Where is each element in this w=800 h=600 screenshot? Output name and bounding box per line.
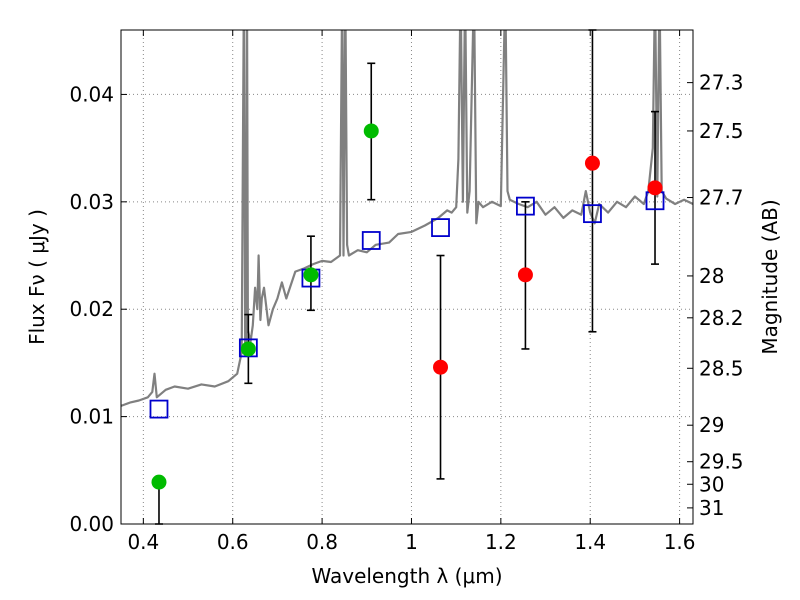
nondetection-point bbox=[517, 267, 533, 283]
detection-point bbox=[363, 123, 379, 139]
right-tick-label: 30 bbox=[699, 472, 724, 496]
markers bbox=[149, 123, 665, 490]
right-tick-label: 28.5 bbox=[699, 356, 744, 380]
y-tick-label: 0.02 bbox=[69, 297, 114, 321]
right-axis-label: Magnitude (AB) bbox=[758, 199, 782, 354]
right-tick-label: 28.2 bbox=[699, 306, 744, 330]
y-tick-label: 0.01 bbox=[69, 405, 114, 429]
x-tick-label: 0.6 bbox=[217, 530, 249, 554]
y-tick-label: 0.03 bbox=[69, 190, 114, 214]
x-tick-label: 0.8 bbox=[306, 530, 338, 554]
y-axis-label: Flux Fν ( μJy ) bbox=[25, 209, 49, 345]
nondetection-point bbox=[433, 359, 449, 375]
x-tick-label: 0.4 bbox=[127, 530, 159, 554]
right-tick-label: 28 bbox=[699, 264, 724, 288]
x-tick-label: 1.2 bbox=[485, 530, 517, 554]
nondetection-point bbox=[647, 180, 663, 196]
nondetection-point bbox=[584, 155, 600, 171]
y-tick-label: 0.04 bbox=[69, 82, 114, 106]
x-axis-label: Wavelength λ (μm) bbox=[311, 564, 502, 588]
ticks: 0.4 0.6 0.8 1 1.2 1.4 1.6 0.00 0.01 0.02 0.03 0.04 2… bbox=[69, 30, 744, 554]
right-tick-label: 29.5 bbox=[699, 450, 744, 474]
y-tick-label: 0.00 bbox=[69, 512, 114, 536]
right-tick-label: 31 bbox=[699, 496, 724, 520]
right-tick-label: 27.7 bbox=[699, 186, 744, 210]
detection-point bbox=[151, 474, 167, 490]
right-tick-label: 27.3 bbox=[699, 71, 744, 95]
x-tick-label: 1.6 bbox=[664, 530, 696, 554]
model-point bbox=[149, 399, 169, 419]
model-point bbox=[583, 204, 602, 224]
detection-point bbox=[303, 267, 319, 283]
right-tick-label: 27.5 bbox=[699, 119, 744, 143]
model-point bbox=[431, 218, 450, 238]
model-point bbox=[516, 196, 535, 216]
x-tick-label: 1 bbox=[405, 530, 418, 554]
x-tick-label: 1.4 bbox=[574, 530, 606, 554]
detection-point bbox=[240, 341, 256, 357]
model-point bbox=[361, 231, 381, 250]
right-tick-label: 29 bbox=[699, 413, 724, 437]
plot-frame bbox=[120, 29, 694, 525]
